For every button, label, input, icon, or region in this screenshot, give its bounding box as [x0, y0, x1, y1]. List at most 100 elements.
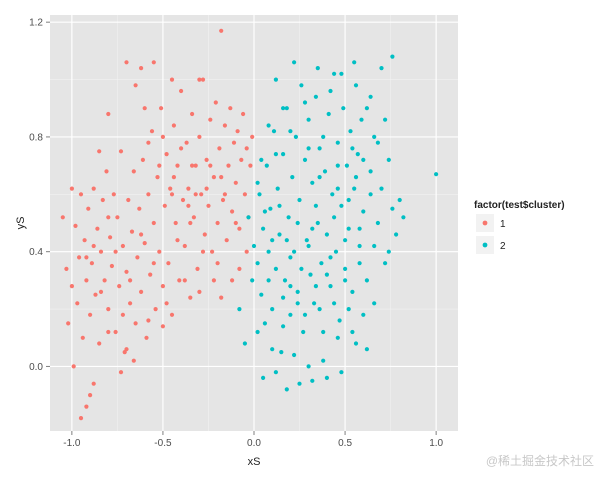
- point-cluster-1: [219, 175, 224, 180]
- point-cluster-1: [69, 284, 74, 289]
- point-cluster-1: [106, 111, 111, 117]
- point-cluster-1: [146, 140, 151, 145]
- point-cluster-2: [255, 329, 260, 335]
- point-cluster-2: [284, 106, 289, 111]
- point-cluster-2: [348, 129, 353, 134]
- point-cluster-1: [159, 106, 164, 111]
- point-cluster-1: [151, 220, 156, 226]
- point-cluster-1: [179, 88, 184, 94]
- point-cluster-2: [306, 117, 311, 122]
- point-cluster-2: [355, 152, 360, 157]
- point-cluster-1: [106, 329, 111, 335]
- point-cluster-2: [284, 238, 289, 243]
- point-cluster-2: [306, 243, 311, 249]
- point-cluster-1: [211, 278, 216, 283]
- point-cluster-1: [88, 312, 93, 317]
- point-cluster-1: [169, 77, 175, 82]
- point-cluster-2: [264, 163, 269, 168]
- point-cluster-2: [288, 312, 293, 317]
- point-cluster-2: [343, 238, 348, 243]
- point-cluster-2: [361, 312, 366, 317]
- point-cluster-1: [237, 266, 242, 271]
- point-cluster-1: [197, 134, 202, 139]
- point-cluster-1: [202, 232, 207, 237]
- point-cluster-1: [186, 186, 191, 191]
- legend-label-1: 1: [500, 219, 506, 230]
- point-cluster-2: [372, 243, 377, 249]
- point-cluster-1: [115, 215, 120, 220]
- point-cluster-2: [383, 117, 388, 122]
- point-cluster-2: [273, 152, 278, 157]
- point-cluster-2: [324, 272, 329, 277]
- point-cluster-1: [180, 197, 186, 203]
- point-cluster-1: [120, 243, 125, 249]
- point-cluster-1: [78, 192, 84, 197]
- point-cluster-2: [286, 215, 291, 220]
- point-cluster-1: [146, 192, 151, 197]
- point-cluster-1: [160, 324, 165, 329]
- point-cluster-1: [118, 370, 124, 375]
- point-cluster-2: [350, 289, 355, 294]
- point-cluster-1: [148, 272, 153, 277]
- y-axis-title: yS: [15, 217, 27, 230]
- point-cluster-2: [281, 324, 286, 329]
- point-cluster-1: [73, 223, 78, 228]
- point-cluster-2: [317, 175, 322, 180]
- point-cluster-1: [102, 278, 107, 283]
- point-cluster-2: [310, 226, 315, 231]
- data-points: [60, 28, 439, 421]
- point-cluster-1: [78, 416, 84, 421]
- point-cluster-1: [140, 157, 145, 162]
- point-cluster-2: [368, 169, 373, 174]
- point-cluster-1: [244, 146, 249, 151]
- point-cluster-2: [372, 301, 377, 306]
- point-cluster-2: [255, 261, 260, 266]
- y-tick-label: 0.8: [29, 132, 43, 143]
- point-cluster-1: [206, 203, 211, 208]
- point-cluster-2: [386, 249, 391, 254]
- point-cluster-1: [169, 192, 175, 197]
- point-cluster-2: [268, 206, 273, 211]
- point-cluster-1: [193, 192, 198, 197]
- point-cluster-2: [317, 146, 322, 151]
- point-cluster-2: [295, 301, 300, 306]
- point-cluster-1: [100, 197, 105, 203]
- point-cluster-1: [120, 312, 125, 317]
- point-cluster-1: [237, 226, 242, 231]
- point-cluster-2: [302, 100, 308, 105]
- point-cluster-1: [244, 249, 249, 254]
- y-axis-ticks: 0.0 0.4 0.8 1.2: [29, 18, 50, 373]
- point-cluster-1: [142, 106, 147, 111]
- point-cluster-1: [239, 157, 244, 162]
- point-cluster-2: [297, 197, 302, 203]
- legend-label-2: 2: [500, 241, 506, 252]
- point-cluster-1: [228, 106, 233, 111]
- point-cluster-1: [160, 134, 165, 139]
- point-cluster-2: [315, 66, 320, 71]
- point-cluster-2: [344, 163, 349, 168]
- point-cluster-2: [359, 117, 364, 122]
- point-cluster-2: [346, 307, 351, 312]
- point-cluster-1: [219, 28, 224, 33]
- point-cluster-1: [104, 169, 109, 174]
- point-cluster-2: [237, 307, 242, 312]
- point-cluster-1: [97, 149, 102, 154]
- point-cluster-1: [106, 215, 111, 220]
- point-cluster-2: [297, 381, 302, 386]
- point-cluster-1: [190, 163, 195, 168]
- point-cluster-2: [259, 157, 264, 162]
- point-cluster-1: [179, 146, 184, 151]
- point-cluster-2: [275, 186, 280, 191]
- point-cluster-1: [80, 335, 85, 340]
- point-cluster-1: [71, 364, 76, 369]
- x-tick-label: -0.5: [154, 438, 172, 449]
- point-cluster-2: [246, 215, 251, 220]
- point-cluster-2: [262, 321, 267, 326]
- point-cluster-2: [273, 370, 278, 375]
- point-cluster-1: [137, 206, 142, 211]
- x-tick-label: -1.0: [63, 438, 81, 449]
- point-cluster-2: [304, 238, 309, 243]
- point-cluster-2: [335, 140, 340, 145]
- point-cluster-2: [273, 77, 278, 82]
- point-cluster-2: [299, 266, 304, 271]
